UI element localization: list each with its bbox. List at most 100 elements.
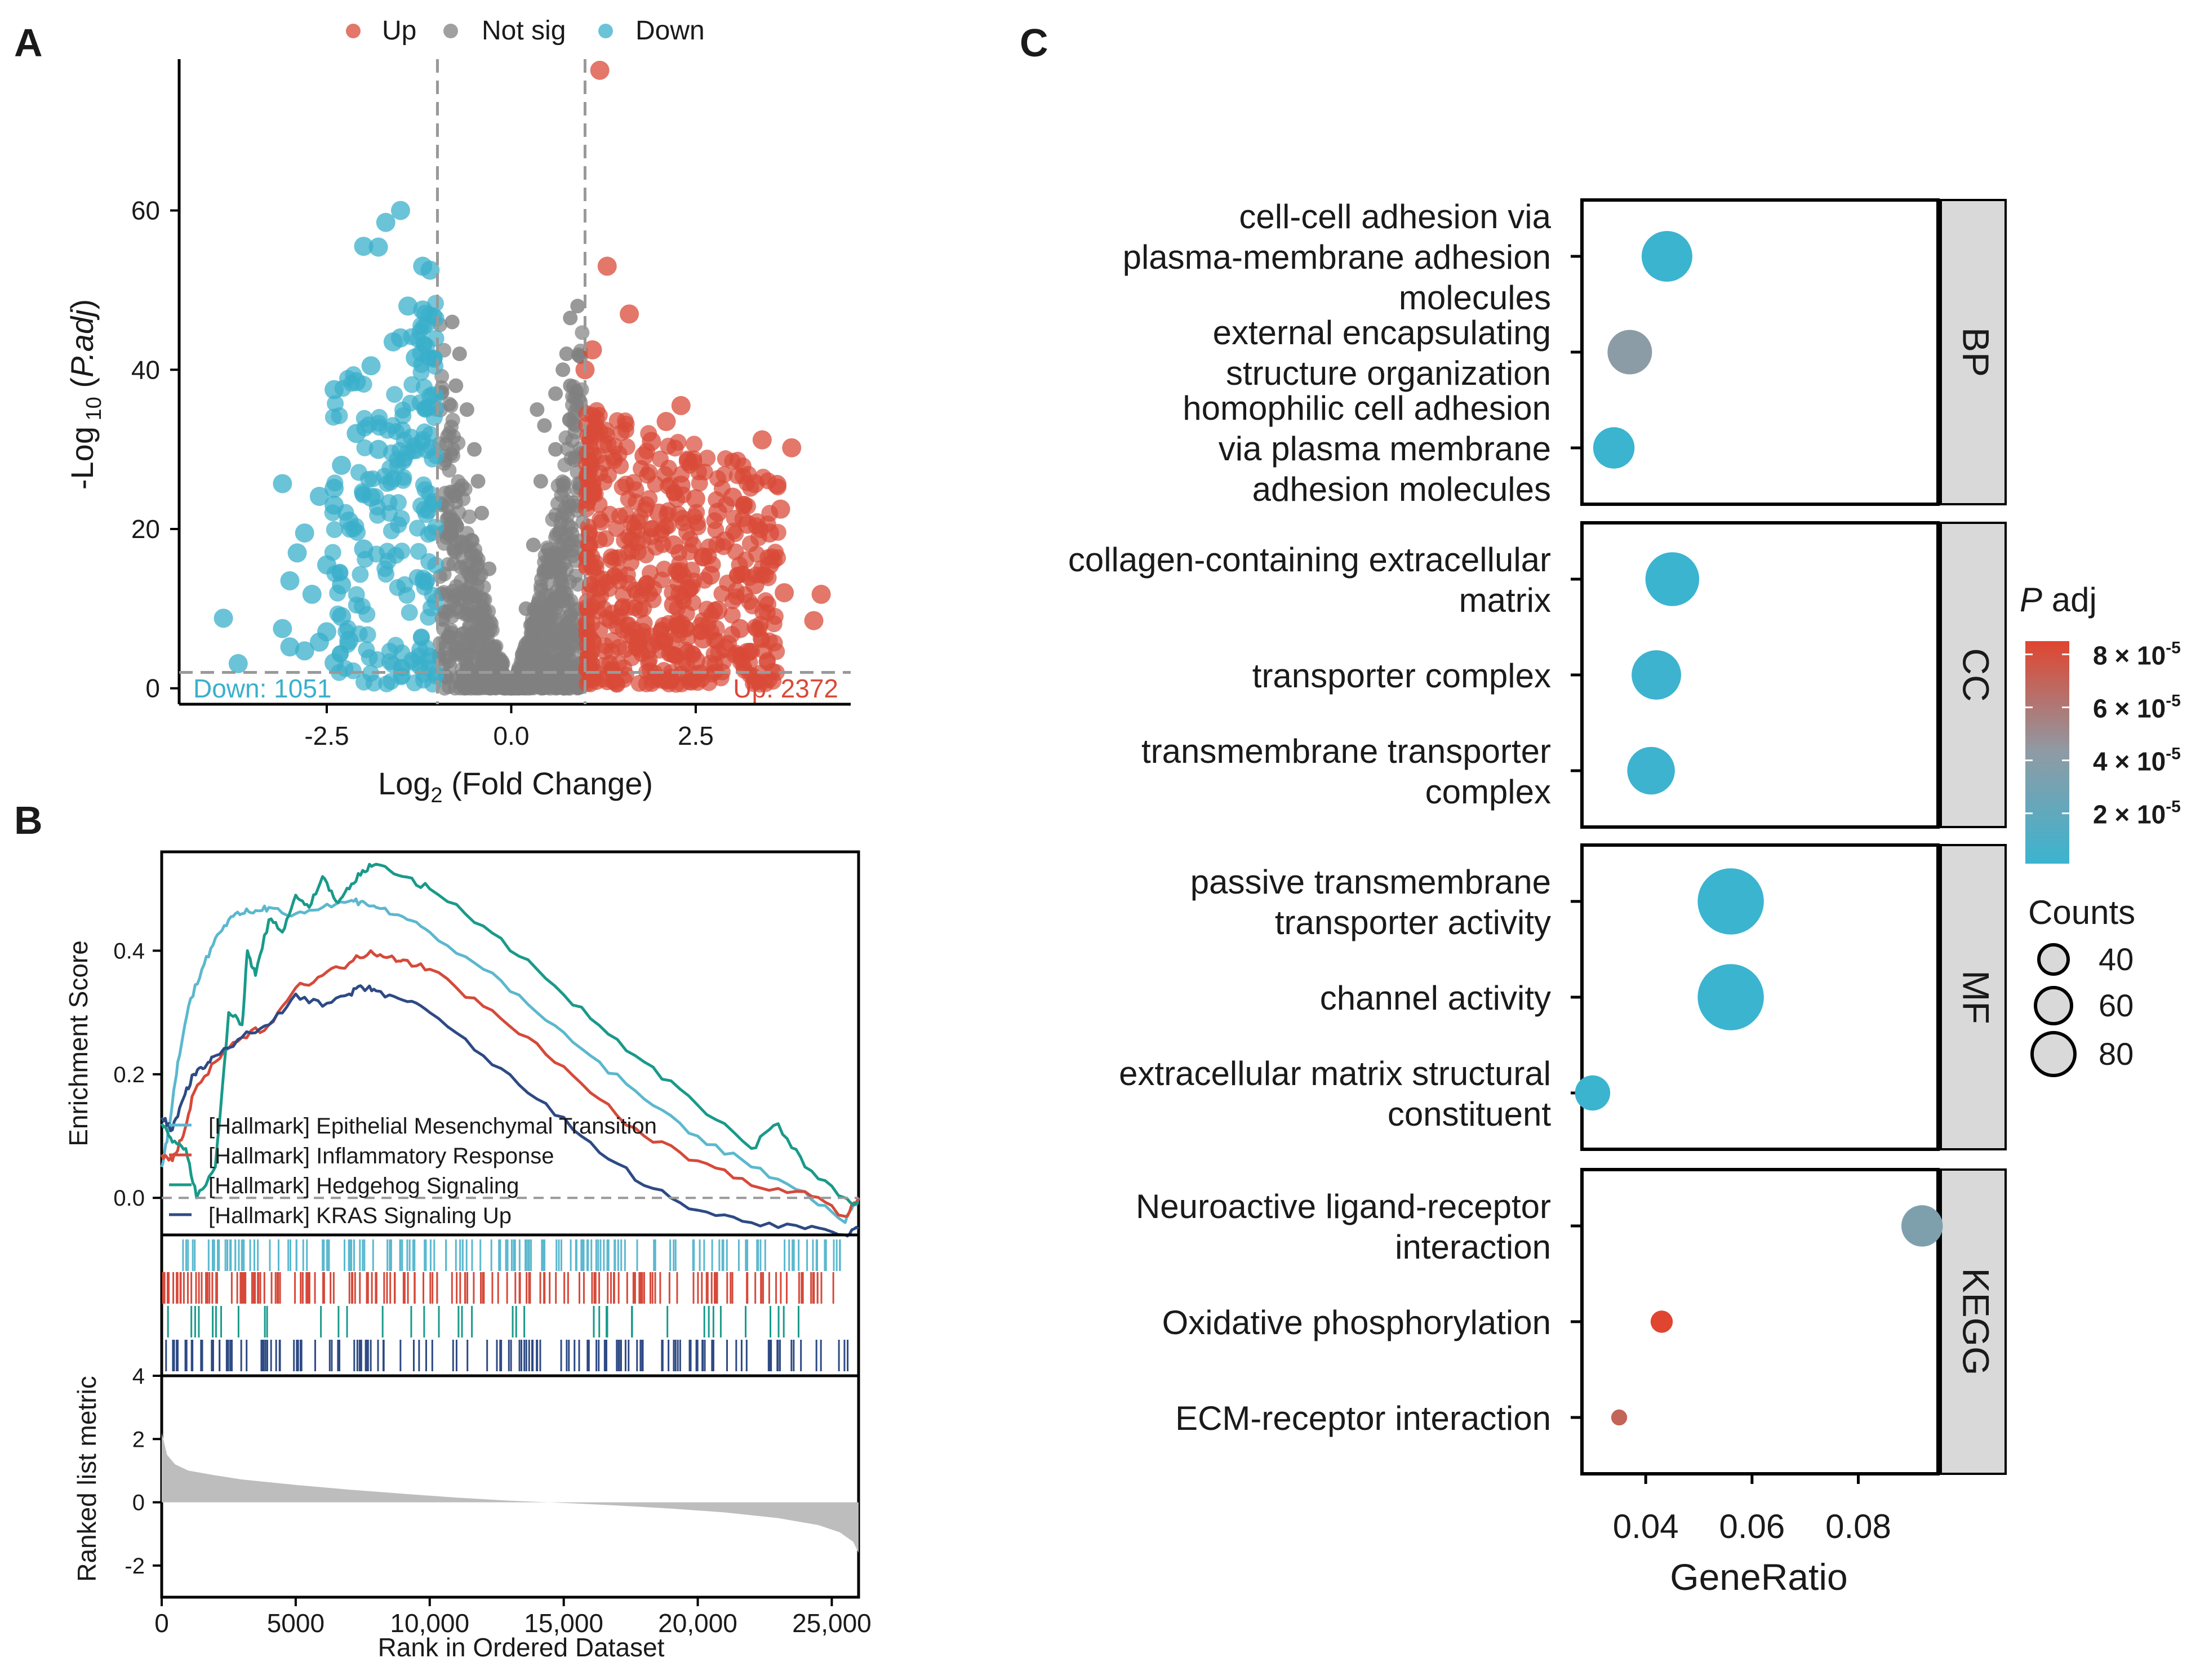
down-point	[378, 475, 395, 492]
term-label: transmembrane transporter	[1141, 732, 1551, 770]
es-line-inflammatory	[160, 949, 860, 1218]
not-sig-point	[559, 586, 574, 601]
up-point	[578, 557, 595, 575]
up-point	[678, 451, 698, 471]
not-sig-point-cloud	[432, 317, 591, 696]
go-dot-plot: BP cell-cell adhesion viaplasma-membrane …	[1068, 198, 2181, 1598]
up-point	[623, 514, 640, 532]
not-sig-point	[444, 525, 459, 540]
down-point	[339, 630, 359, 650]
counts-legend-marker-40	[2037, 943, 2070, 976]
padj-legend-title: P adj	[2020, 581, 2097, 619]
not-sig-point	[459, 654, 474, 669]
go-legend: P adj 8 × 10-5 6 × 10-5 4 × 10-5 2 × 10-5 C…	[2020, 581, 2181, 1077]
down-point	[214, 608, 233, 628]
hit-barcodes	[162, 1239, 849, 1371]
not-sig-point	[451, 474, 466, 489]
down-point	[332, 607, 352, 626]
ranked-y-tick-label: 2	[132, 1427, 145, 1452]
down-point	[302, 584, 322, 604]
not-sig-point	[549, 601, 564, 616]
down-point	[353, 598, 371, 615]
up-point	[635, 614, 653, 632]
up-point	[715, 639, 735, 659]
down-point	[405, 442, 422, 460]
facet-strip-bp	[1940, 199, 2007, 505]
volcano-y-tick-label: 40	[131, 355, 160, 384]
down-point	[394, 401, 412, 419]
up-point	[686, 508, 703, 525]
not-sig-point	[536, 681, 552, 696]
volcano-y-tick-label: 20	[131, 514, 160, 544]
up-point	[684, 594, 701, 611]
down-point	[393, 510, 410, 527]
not-sig-point	[562, 412, 577, 427]
up-point	[741, 666, 759, 684]
down-point	[352, 566, 369, 583]
up-point	[761, 671, 778, 688]
up-point	[590, 60, 610, 80]
term-dot	[1607, 330, 1652, 375]
down-point	[346, 372, 366, 392]
up-point	[759, 555, 779, 575]
colorbar-label: 6 × 10-5	[2093, 692, 2181, 723]
volcano-points	[214, 60, 831, 673]
sig-point-cloud	[324, 295, 786, 693]
not-sig-point	[474, 672, 489, 687]
up-point	[671, 395, 691, 415]
ranked-x-tick-label: 10,000	[390, 1608, 469, 1638]
term-label: adhesion molecules	[1252, 470, 1551, 508]
down-point	[331, 407, 348, 424]
term-dot	[1627, 746, 1675, 795]
down-point	[295, 641, 314, 661]
not-sig-point	[537, 418, 552, 433]
not-sig-point	[570, 299, 585, 314]
down-point	[368, 237, 388, 257]
legend-notsig-marker	[443, 24, 458, 38]
not-sig-point	[436, 621, 451, 637]
not-sig-point	[469, 654, 485, 669]
down-point	[354, 539, 374, 559]
up-point	[616, 532, 633, 549]
term-label: cell-cell adhesion via	[1239, 198, 1551, 235]
volcano-y-tick-label: 60	[131, 196, 160, 225]
down-point	[359, 626, 376, 643]
not-sig-point	[476, 580, 491, 595]
down-point	[421, 388, 439, 405]
panel-label-c: C	[1020, 21, 1048, 65]
volcano-x-tick-label: -2.5	[304, 721, 349, 750]
not-sig-point	[462, 509, 477, 525]
up-point	[643, 520, 660, 537]
up-point	[582, 441, 599, 459]
go-x-tick-label: 0.04	[1613, 1508, 1679, 1545]
down-point	[325, 653, 344, 673]
not-sig-point	[443, 419, 459, 434]
up-point	[659, 517, 677, 535]
up-point	[708, 503, 728, 522]
legend-inflammatory-label: [Hallmark] Inflammatory Response	[208, 1144, 554, 1168]
colorbar-label: 8 × 10-5	[2093, 639, 2181, 670]
not-sig-point	[474, 621, 489, 637]
up-point	[649, 630, 669, 650]
term-label: transporter activity	[1275, 904, 1551, 941]
ranked-y-tick-label: -2	[125, 1554, 145, 1579]
down-point	[387, 637, 405, 654]
up-count-label: Up: 2372	[733, 674, 838, 703]
up-point	[633, 645, 651, 663]
down-count-label: Down: 1051	[193, 674, 332, 703]
term-dot	[1697, 868, 1764, 935]
legend-notsig-label: Not sig	[482, 16, 566, 46]
counts-legend-marker-80	[2030, 1031, 2077, 1077]
facet-panel-kegg	[1580, 1168, 1940, 1475]
go-x-tick-label: 0.08	[1825, 1508, 1891, 1545]
not-sig-point	[445, 314, 460, 330]
term-dot	[1901, 1205, 1943, 1247]
down-point	[287, 543, 307, 563]
not-sig-point	[555, 621, 571, 636]
up-point	[723, 487, 743, 507]
counts-legend-label-80: 80	[2099, 1036, 2134, 1072]
legend-up-label: Up	[382, 16, 416, 46]
counts-legend-label-60: 60	[2099, 988, 2134, 1023]
volcano-legend: Up Not sig Down	[346, 16, 705, 46]
